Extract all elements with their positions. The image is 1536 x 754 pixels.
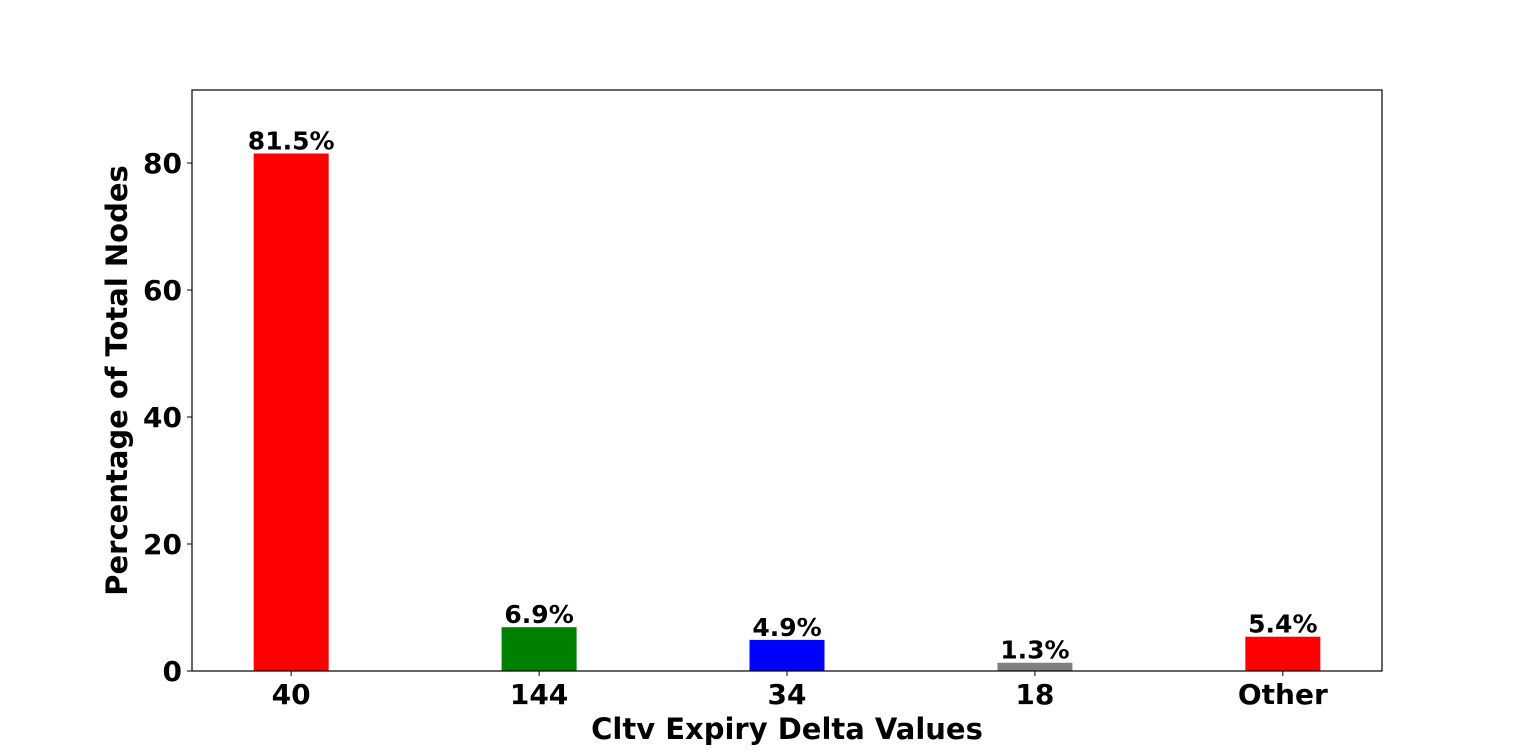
plot-frame	[191, 89, 1383, 672]
y-tick-label: 40	[143, 401, 182, 434]
bar-value-label: 6.9%	[504, 600, 573, 629]
bar-value-label: 81.5%	[248, 126, 335, 155]
x-tick-label: 18	[1015, 678, 1054, 711]
x-tick-label: Other	[1238, 678, 1328, 711]
bar-labels-layer: 81.5% 6.9% 4.9% 1.3% 5.4%	[248, 126, 1318, 664]
y-tick-label: 0	[163, 655, 182, 688]
bar-other	[1245, 636, 1321, 671]
x-tick-label: 144	[510, 678, 568, 711]
y-axis-label: Percentage of Total Nodes	[100, 165, 134, 596]
y-tick-label: 20	[143, 528, 182, 561]
y-tick-label: 80	[143, 147, 182, 180]
x-axis: 40 144 34 18 Other	[272, 671, 1328, 711]
x-tick-label: 34	[768, 678, 807, 711]
bar-40	[253, 153, 329, 672]
bar-value-label: 1.3%	[1000, 636, 1069, 665]
y-tick-label: 60	[143, 274, 182, 307]
bars-layer	[253, 153, 1321, 672]
bar-value-label: 5.4%	[1248, 610, 1317, 639]
bar-144	[501, 627, 577, 671]
x-axis-label: Cltv Expiry Delta Values	[591, 712, 983, 746]
bar-34	[749, 639, 825, 671]
y-axis: 0 20 40 60 80	[143, 147, 192, 688]
bar-value-label: 4.9%	[752, 613, 821, 642]
bar-18	[997, 662, 1073, 671]
x-tick-label: 40	[272, 678, 311, 711]
